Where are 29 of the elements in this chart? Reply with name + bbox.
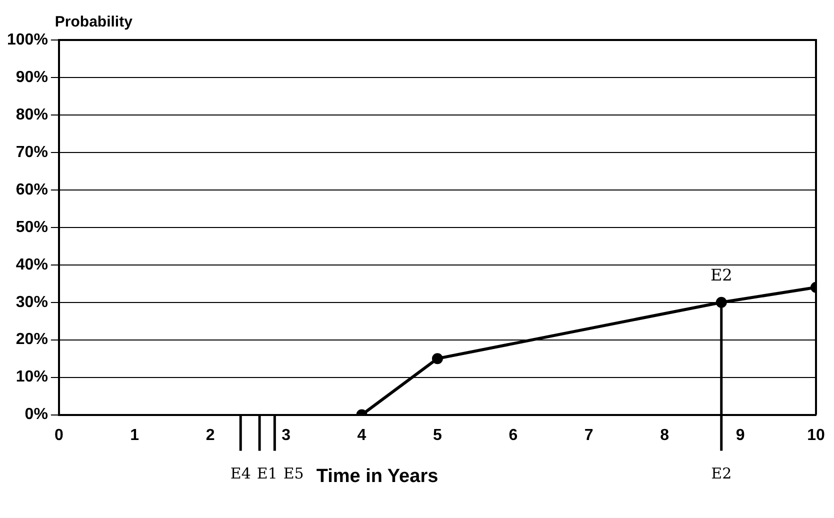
y-tick-label: 100% (7, 31, 48, 48)
x-tick-label: 4 (357, 426, 366, 444)
y-tick-label: 0% (24, 406, 48, 424)
x-tick-label: 9 (736, 426, 745, 444)
x-tick-label: 2 (206, 426, 215, 444)
y-tick-label: 80% (16, 106, 48, 124)
y-tick-label: 60% (16, 181, 48, 198)
x-tick-label: 7 (584, 426, 594, 444)
ref-line-label: E5 (283, 464, 304, 483)
y-tick-label: 50% (16, 218, 48, 236)
ref-line-label: E2 (711, 464, 732, 483)
y-tick-label: 90% (16, 68, 48, 86)
x-tick-label: 1 (130, 426, 140, 444)
y-tick-label: 10% (16, 368, 48, 386)
x-axis-title: Time in Years (316, 466, 438, 488)
ref-line-label: E4 (230, 464, 251, 483)
x-tick-label: 6 (508, 426, 518, 444)
x-tick-label: 0 (54, 426, 64, 444)
y-tick-label: 70% (16, 144, 48, 161)
x-tick-label: 5 (433, 426, 442, 444)
y-tick-label: 30% (16, 294, 48, 311)
x-tick-label: 3 (282, 426, 291, 444)
x-tick-label: 8 (660, 426, 670, 444)
y-tick-label: 40% (16, 256, 48, 274)
annotation: E2 (710, 266, 732, 285)
ref-line-label: E1 (256, 464, 278, 483)
y-tick-label: 20% (16, 331, 48, 348)
x-tick-label: 10 (807, 426, 825, 444)
y-axis-title: Probability (54, 14, 134, 31)
